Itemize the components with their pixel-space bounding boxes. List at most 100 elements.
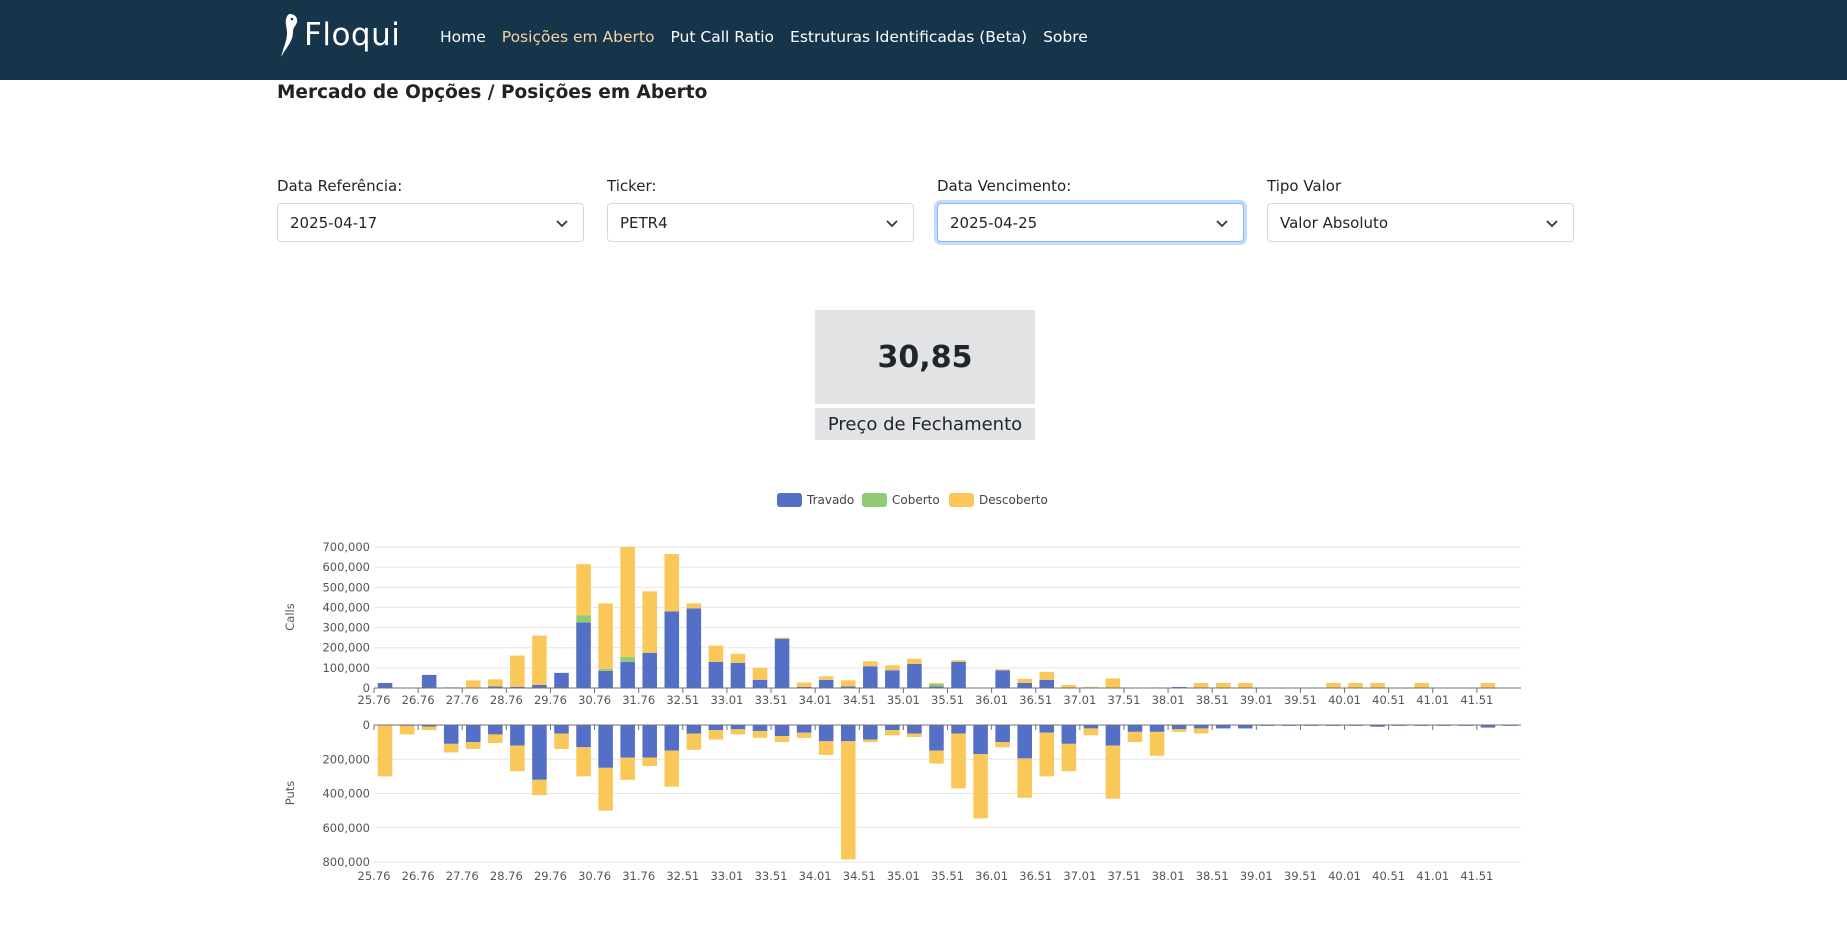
calls-bar-coberto — [598, 668, 613, 671]
puts-bar-travado — [1149, 725, 1165, 732]
calls-x-tick-label: 30.76 — [578, 693, 611, 707]
puts-bar-descoberto — [1039, 732, 1055, 777]
puts-x-tick-label: 34.51 — [843, 869, 876, 883]
puts-y-tick-label: 0 — [363, 718, 370, 732]
calls-x-tick-label: 25.76 — [358, 693, 391, 707]
puts-bar-descoberto — [1171, 729, 1187, 732]
calls-bar-travado — [598, 670, 613, 688]
puts-bar-descoberto — [1193, 728, 1209, 734]
calls-y-tick-label: 500,000 — [322, 580, 370, 594]
chevron-down-icon — [1216, 220, 1228, 228]
puts-x-tick-label: 25.76 — [358, 869, 391, 883]
calls-bar-travado — [907, 663, 922, 688]
calls-bar-travado — [885, 670, 900, 688]
puts-bar-travado — [995, 725, 1010, 743]
page-title: Mercado de Opções / Posições em Aberto — [277, 82, 708, 103]
puts-bar-descoberto — [907, 733, 922, 737]
filter-data-referencia: Data Referência: 2025-04-17 — [277, 177, 584, 242]
puts-bar-descoberto — [995, 742, 1010, 748]
puts-bar-travado — [554, 725, 569, 734]
puts-bar-descoberto — [576, 747, 591, 777]
calls-x-tick-label: 28.76 — [490, 693, 523, 707]
calls-bar-descoberto — [664, 554, 680, 612]
tipo-valor-select[interactable]: Valor Absoluto — [1267, 203, 1574, 242]
calls-bar-travado — [554, 672, 569, 688]
puts-bar-travado — [1370, 725, 1385, 727]
puts-x-tick-label: 39.01 — [1240, 869, 1273, 883]
calls-x-tick-label: 40.51 — [1372, 693, 1405, 707]
puts-bar-travado — [863, 725, 878, 740]
calls-y-tick-label: 300,000 — [322, 621, 370, 635]
puts-bar-travado — [951, 725, 966, 734]
calls-bar-descoberto — [796, 682, 812, 687]
puts-bar-travado — [421, 725, 437, 727]
puts-bar-descoberto — [774, 736, 790, 743]
puts-bar-travado — [796, 725, 812, 733]
data-vencimento-select[interactable]: 2025-04-25 — [937, 203, 1244, 242]
legend-label: Coberto — [892, 493, 940, 507]
calls-bar-travado — [576, 622, 591, 688]
puts-bar-travado — [929, 725, 944, 751]
nav-put-call-ratio[interactable]: Put Call Ratio — [670, 28, 775, 46]
calls-bar-descoberto — [1215, 682, 1231, 688]
puts-bar-descoberto — [1017, 758, 1032, 798]
puts-bar-travado — [1105, 725, 1121, 746]
calls-x-tick-label: 39.01 — [1240, 693, 1273, 707]
calls-bar-descoberto — [708, 645, 724, 662]
puts-bar-descoberto — [488, 734, 503, 743]
calls-bar-travado — [1171, 686, 1187, 688]
puts-bar-descoberto — [510, 745, 525, 772]
puts-bar-descoberto — [929, 750, 944, 764]
calls-x-tick-label: 41.51 — [1460, 693, 1493, 707]
puts-bar-travado — [1127, 725, 1143, 732]
nav-sobre[interactable]: Sobre — [1043, 28, 1088, 46]
puts-bar-travado — [686, 725, 702, 734]
puts-bar-descoberto — [465, 742, 481, 749]
calls-bar-descoberto — [1348, 682, 1363, 688]
calls-bar-descoberto — [907, 658, 922, 664]
top-navbar: Floqui Home Posições em Aberto Put Call … — [0, 0, 1847, 80]
puts-bar-descoberto — [377, 725, 393, 777]
puts-bar-travado — [1193, 725, 1209, 729]
calls-bar-descoberto — [532, 635, 547, 685]
ticker-select[interactable]: PETR4 — [607, 203, 914, 242]
puts-bar-descoberto — [796, 732, 812, 738]
puts-x-tick-label: 36.51 — [1019, 869, 1052, 883]
calls-bar-travado — [863, 666, 878, 688]
puts-bar-descoberto — [554, 733, 569, 749]
filter-ticker: Ticker: PETR4 — [607, 177, 914, 242]
calls-bar-descoberto — [1061, 684, 1077, 688]
puts-bar-travado — [576, 725, 591, 748]
calls-x-tick-label: 35.01 — [887, 693, 920, 707]
select-value: 2025-04-25 — [950, 214, 1038, 232]
puts-bar-descoberto — [708, 730, 724, 740]
puts-bar-travado — [973, 725, 988, 755]
puts-x-tick-label: 27.76 — [446, 869, 479, 883]
select-value: Valor Absoluto — [1280, 214, 1389, 232]
calls-bar-travado — [642, 652, 658, 688]
calls-bar-descoberto — [576, 564, 591, 616]
nav-home[interactable]: Home — [440, 28, 486, 46]
puts-bar-travado — [818, 725, 834, 742]
calls-bar-descoberto — [642, 591, 658, 653]
calls-bar-travado — [620, 661, 635, 688]
data-referencia-select[interactable]: 2025-04-17 — [277, 203, 584, 242]
nav-posicoes-em-aberto[interactable]: Posições em Aberto — [501, 28, 655, 46]
calls-bar-travado — [818, 679, 834, 688]
calls-bar-travado — [708, 661, 724, 688]
brand-logo[interactable]: Floqui — [278, 12, 400, 58]
calls-bar-descoberto — [885, 665, 900, 671]
puts-x-tick-label: 35.01 — [887, 869, 920, 883]
calls-bar-descoberto — [598, 603, 613, 669]
puts-bar-descoberto — [1149, 731, 1165, 756]
calls-y-axis-label: Calls — [283, 603, 297, 630]
nav-estruturas-identificadas[interactable]: Estruturas Identificadas (Beta) — [790, 28, 1028, 46]
calls-bar-descoberto — [840, 680, 856, 687]
calls-bar-descoberto — [995, 669, 1010, 671]
brand-name: Floqui — [304, 17, 401, 53]
calls-bar-coberto — [929, 683, 944, 687]
puts-bar-travado — [730, 725, 746, 730]
puts-bar-travado — [885, 725, 900, 731]
legend-swatch — [949, 493, 974, 507]
calls-bar-travado — [488, 686, 503, 688]
